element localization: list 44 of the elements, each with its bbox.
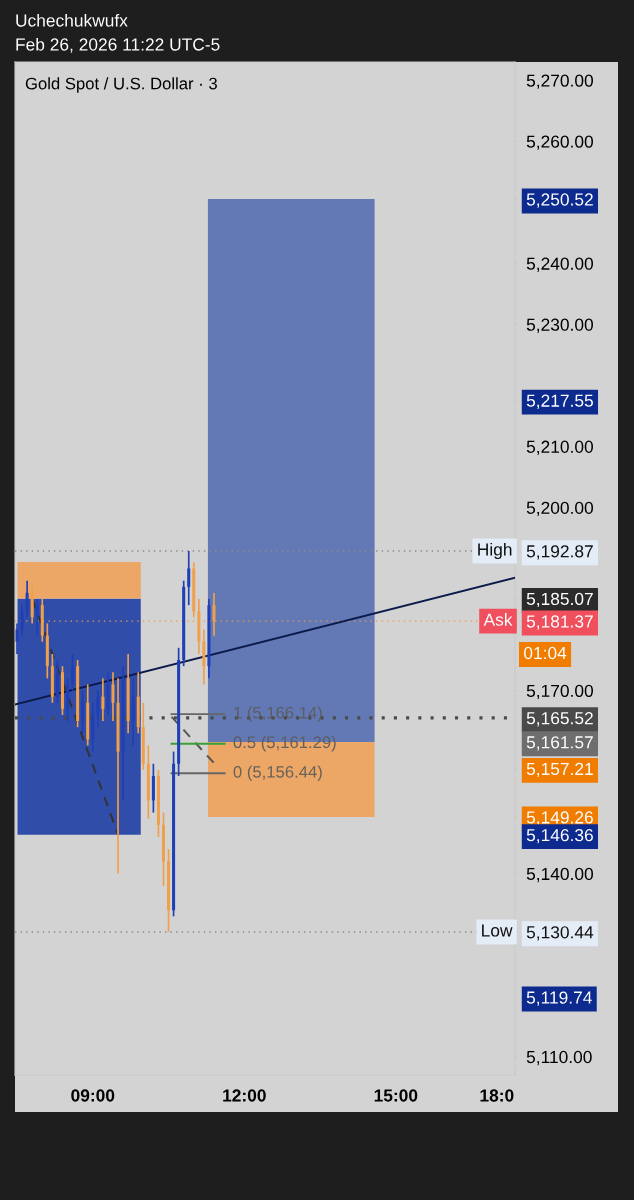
x-tick-label: 09:00 xyxy=(71,1089,115,1102)
chart-subtitle: Uchechukwufx xyxy=(16,13,128,27)
ref-line-label: Low xyxy=(482,924,513,937)
y-tick-label: 5,181.37 xyxy=(526,615,593,630)
candlestick xyxy=(81,689,85,735)
candlestick xyxy=(111,671,115,722)
y-tick-label: 5,230.00 xyxy=(526,318,594,333)
y-tick-label: 5,146.36 xyxy=(526,828,593,844)
y-tick-label: 5,161.57 xyxy=(526,736,593,751)
ref-line-label: High xyxy=(478,542,512,560)
y-tick-label: 5,157.21 xyxy=(526,762,593,778)
y-tick-label: 5,210.00 xyxy=(526,440,594,455)
x-tick-label: 15:00 xyxy=(374,1089,418,1102)
y-tick-label: 5,270.00 xyxy=(526,74,594,89)
text: Gold Spot / U.S. Dollar · 3 xyxy=(25,77,217,93)
text: Feb 26, 2026 11:22 UTC-5 xyxy=(16,37,220,53)
candlestick xyxy=(25,579,29,619)
y-tick-label: 5,170.00 xyxy=(526,684,594,700)
y-tick-label: 5,110.00 xyxy=(526,1050,592,1066)
y-tick-label: 5,119.74 xyxy=(526,991,592,1006)
candlestick xyxy=(101,677,105,722)
y-tick-label: 5,217.55 xyxy=(526,394,593,409)
series-label: 0 (5,156.44) xyxy=(233,765,322,782)
y-tick-label: 5,250.52 xyxy=(526,193,593,208)
y-tick-label: 5,185.07 xyxy=(526,592,593,608)
candlestick xyxy=(187,550,191,606)
y-tick-label: 5,140.00 xyxy=(526,867,594,883)
candlestick xyxy=(15,622,19,655)
y-tick-label: 5,240.00 xyxy=(526,257,594,272)
candlestick xyxy=(35,598,39,637)
y-tick-label: 5,165.52 xyxy=(526,712,593,727)
y-tick-label: 5,149.26 xyxy=(526,811,593,826)
x-tick-label: 18:0 xyxy=(480,1089,514,1102)
ref-line-label: Ask xyxy=(483,613,513,626)
y-tick-label: 5,200.00 xyxy=(526,501,594,516)
y-tick-label: 5,260.00 xyxy=(526,135,594,150)
series-label: 1 (5,166.14) xyxy=(234,706,322,722)
y-tick-label: 5,130.44 xyxy=(526,926,594,941)
candlestick xyxy=(96,689,100,728)
x-tick-label: 12:00 xyxy=(223,1089,266,1102)
candlestick xyxy=(71,653,75,692)
bar xyxy=(17,561,141,599)
text: 01:04 xyxy=(524,646,567,660)
y-tick-label: 5,192.87 xyxy=(526,545,593,560)
